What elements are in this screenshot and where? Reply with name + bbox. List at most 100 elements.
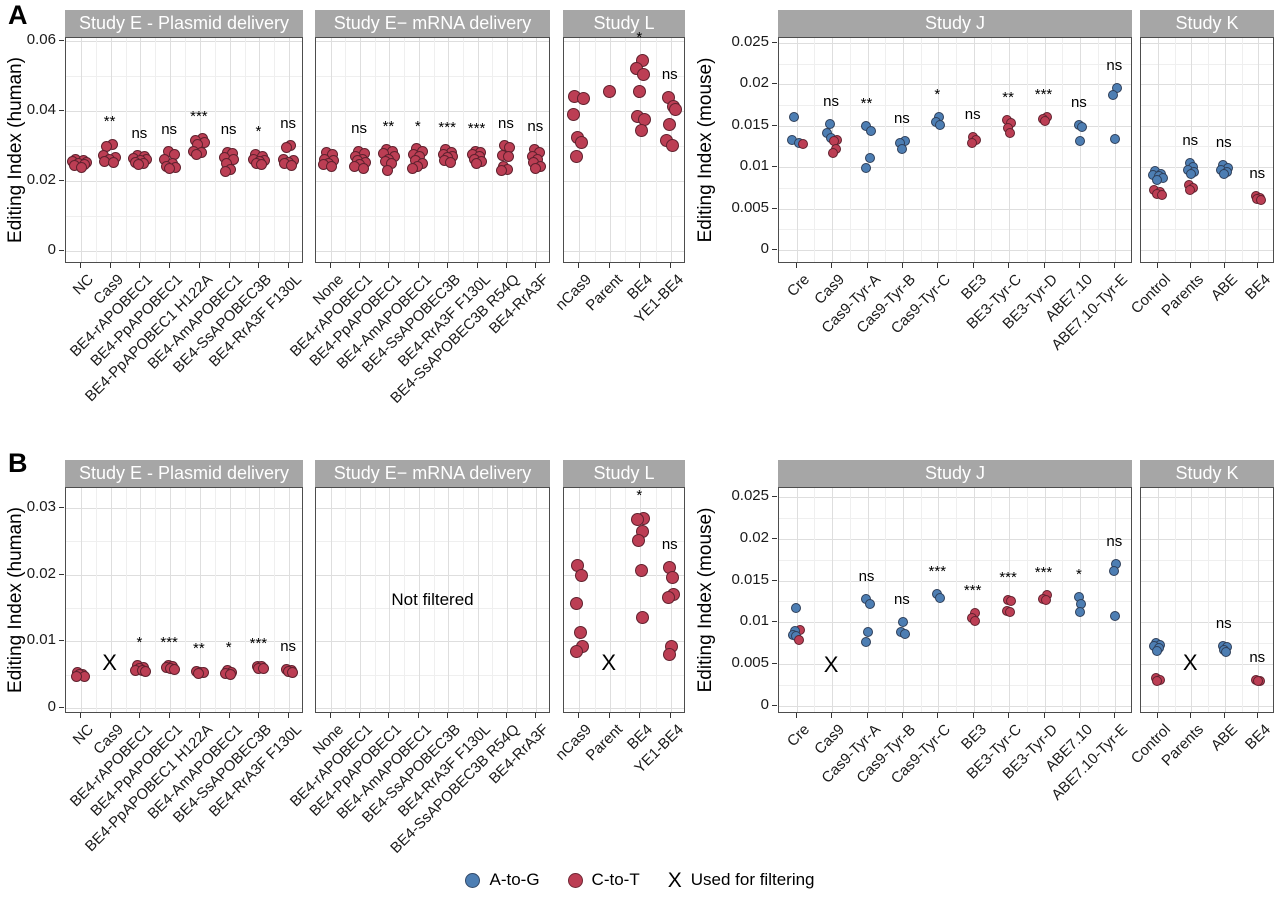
data-point-c-to-t <box>285 159 297 171</box>
gridline-minor <box>66 76 302 78</box>
gridline-minor <box>185 38 186 262</box>
data-point-c-to-t <box>280 142 292 153</box>
gridline-major <box>779 84 1131 86</box>
filter-x-mark: X <box>1182 649 1198 675</box>
significance-label: ns <box>823 93 840 111</box>
gridline-minor <box>433 488 435 712</box>
data-point-c-to-t <box>1185 185 1196 196</box>
facet-panel: Not filtered <box>315 487 550 713</box>
y-axis-tick <box>59 180 64 182</box>
gridline-major <box>80 488 82 712</box>
facet-strip: Study E - Plasmid delivery <box>65 460 303 487</box>
data-point-c-to-t <box>569 149 583 163</box>
x-axis-tick <box>417 263 419 268</box>
significance-label: * <box>636 29 643 47</box>
significance-label: ** <box>103 113 116 131</box>
facet-strip: Study J <box>778 460 1132 487</box>
data-point-c-to-t <box>666 570 680 584</box>
gridline-major <box>640 488 642 712</box>
gridline-major <box>1224 38 1226 262</box>
gridline-minor <box>1026 38 1028 262</box>
gridline-minor <box>849 38 851 262</box>
gridline-minor <box>1141 643 1273 645</box>
x-axis-tick <box>1223 263 1225 268</box>
significance-label: *** <box>1034 85 1053 103</box>
significance-label: *** <box>438 118 456 136</box>
gridline-minor <box>1141 105 1273 107</box>
legend-item-c-to-t: C-to-T <box>567 870 640 890</box>
gridline-major <box>779 705 1131 707</box>
gridline-minor <box>564 216 684 218</box>
a-to-g-dot-icon <box>465 872 481 888</box>
x-axis-tick <box>831 263 833 268</box>
data-point-c-to-t <box>573 626 587 640</box>
x-axis-tick <box>639 713 641 718</box>
data-point-a-to-g <box>1151 645 1162 656</box>
gridline-major <box>536 488 538 712</box>
gridline-minor <box>564 541 684 543</box>
significance-label: ns <box>161 120 178 138</box>
gridline-minor <box>779 105 1131 107</box>
data-point-c-to-t <box>636 67 650 81</box>
significance-label: * <box>1075 566 1082 584</box>
x-axis-tick <box>1078 263 1080 268</box>
data-point-a-to-g <box>865 125 876 136</box>
x-axis-tick <box>1257 263 1259 268</box>
gridline-major <box>1258 488 1260 712</box>
gridline-major <box>66 251 302 253</box>
data-point-c-to-t <box>168 663 180 675</box>
data-point-a-to-g <box>1076 122 1087 133</box>
gridline-minor <box>814 488 816 712</box>
y-axis-title: Editing Index (human) <box>5 507 26 693</box>
gridline-minor <box>1062 38 1064 262</box>
data-point-a-to-g <box>1109 566 1120 577</box>
data-point-c-to-t <box>1256 195 1267 206</box>
data-point-c-to-t <box>326 160 338 172</box>
x-axis-tick <box>608 263 610 268</box>
gridline-major <box>1157 488 1159 712</box>
x-axis-tick <box>1008 713 1010 718</box>
y-tick-label: 0.06 <box>26 31 56 49</box>
facet-panel <box>1140 37 1274 263</box>
x-axis-tick <box>288 713 290 718</box>
facet-title: Study E - Plasmid delivery <box>78 13 290 33</box>
gridline-major <box>66 181 302 183</box>
x-axis-tick <box>1008 263 1010 268</box>
data-point-c-to-t <box>1039 115 1050 126</box>
gridline-minor <box>1141 63 1273 65</box>
gridline-major <box>316 111 549 113</box>
gridline-minor <box>1241 488 1243 712</box>
legend-item-filtering: X Used for filtering <box>668 870 815 891</box>
significance-label: *** <box>467 120 486 137</box>
data-point-a-to-g <box>935 593 946 604</box>
y-axis-tick <box>772 537 777 539</box>
gridline-minor <box>462 488 464 712</box>
x-axis-tick <box>476 263 478 268</box>
y-tick-label: 0.04 <box>26 101 56 119</box>
facet-study-e-mrna-delivery: Study E− mRNA delivery <box>315 10 550 263</box>
gridline-major <box>418 488 420 712</box>
facet-title: Study J <box>924 463 986 483</box>
data-point-c-to-t <box>969 616 980 627</box>
gridline-major <box>1079 38 1081 262</box>
gridline-major <box>1044 38 1046 262</box>
significance-label: *** <box>190 107 208 125</box>
data-point-c-to-t <box>255 159 267 171</box>
facet-study-e-mrna-delivery: Study E− mRNA delivery Not filtered <box>315 460 550 713</box>
gridline-major <box>259 38 261 262</box>
filter-x-mark: X <box>823 651 839 677</box>
gridline-minor <box>1241 38 1243 262</box>
x-axis-tick <box>258 713 260 718</box>
significance-label: ** <box>382 118 395 136</box>
gridline-minor <box>66 608 302 609</box>
x-axis-tick <box>535 263 537 268</box>
data-point-c-to-t <box>566 107 580 121</box>
data-point-c-to-t <box>257 663 269 675</box>
gridline-minor <box>564 76 684 78</box>
data-point-c-to-t <box>471 157 483 169</box>
gridline-major <box>564 181 684 183</box>
gridline-minor <box>779 229 1131 231</box>
gridline-major <box>66 641 302 643</box>
data-point-a-to-g <box>897 617 908 628</box>
significance-label: ns <box>661 66 678 84</box>
